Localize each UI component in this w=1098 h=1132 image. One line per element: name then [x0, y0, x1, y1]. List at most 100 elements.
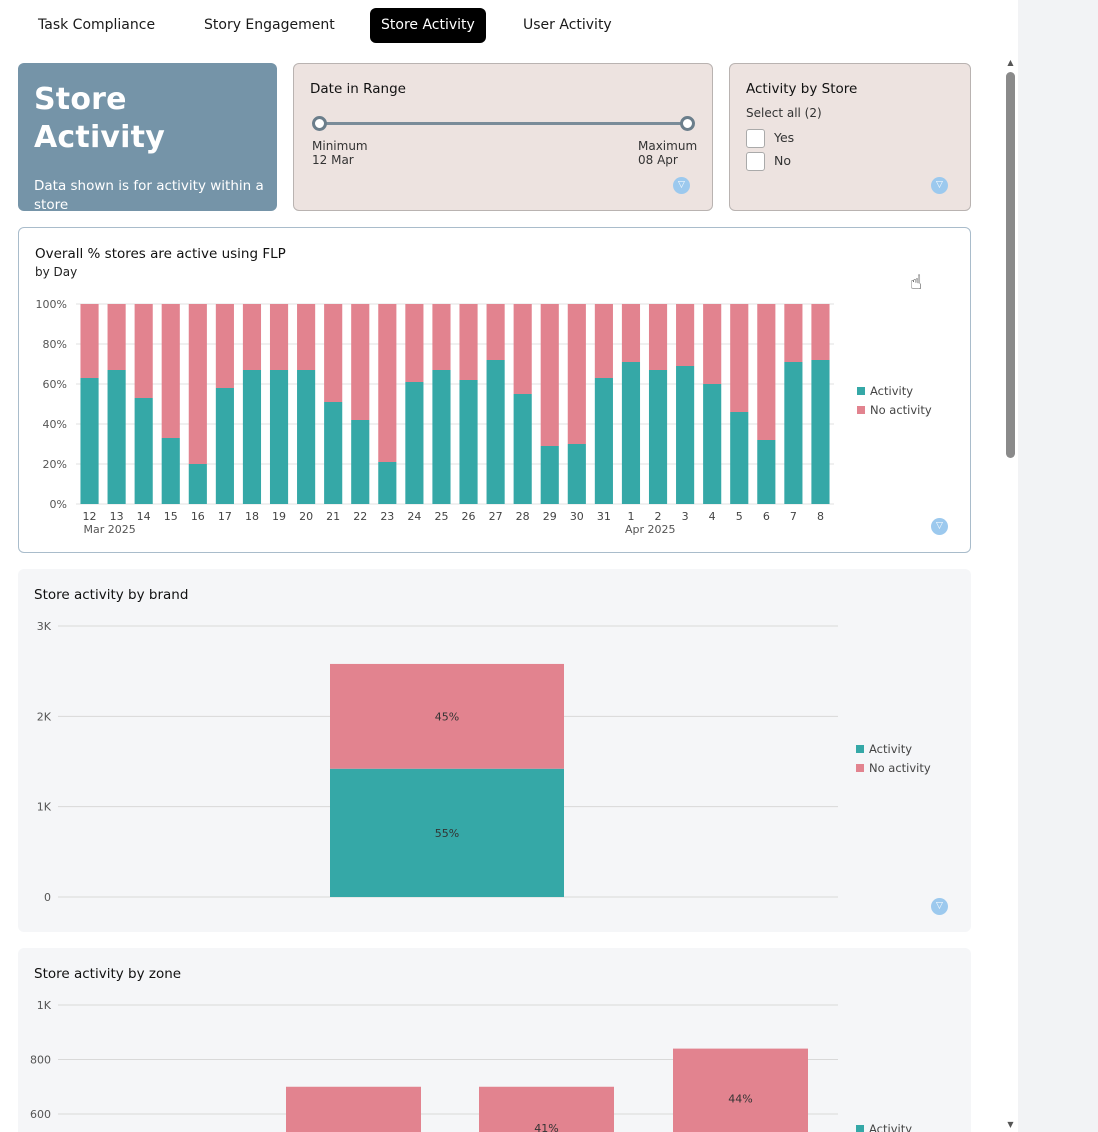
legend-activity-label: Activity [869, 1122, 913, 1132]
tab-store-activity[interactable]: Store Activity [370, 8, 486, 43]
bar-no-activity [594, 304, 613, 378]
brand-legend: Activity No activity [856, 740, 931, 778]
daily-chart: 0%20%40%60%80%100%12 13 14 15 16 17 18 19 20 21 22… [36, 298, 834, 536]
range-min-handle[interactable] [312, 116, 327, 131]
y-tick-label: 2K [37, 710, 52, 723]
bar-no-activity [242, 304, 262, 370]
checkbox-box[interactable] [746, 129, 765, 148]
bar-no-activity [134, 304, 153, 398]
bar-no-activity [730, 304, 749, 412]
bar-activity [784, 362, 803, 504]
hero-card: Store Activity Data shown is for activit… [18, 63, 277, 213]
y-tick-label: 20% [43, 458, 67, 471]
bar-no-activity [757, 304, 776, 440]
legend-activity-label: Activity [870, 384, 914, 398]
legend-no-activity[interactable]: No activity [857, 401, 932, 420]
checkbox-no-label: No [774, 153, 791, 168]
scroll-down-icon[interactable]: ▼ [1007, 1120, 1014, 1129]
bar-activity [486, 360, 505, 504]
y-tick-label: 60% [43, 378, 67, 391]
range-max-handle[interactable] [680, 116, 695, 131]
dashboard-page: Task Compliance Story Engagement Store A… [18, 8, 971, 1132]
bar-activity [188, 464, 207, 504]
filter-icon[interactable]: ▽ [931, 898, 948, 915]
x-tick-label: 1 [627, 510, 634, 523]
brand-activity-panel: Store activity by brand 0 1K 2K 3K 55% 45% Ac… [18, 569, 971, 932]
zone-legend: Activity [856, 1120, 912, 1132]
select-all-option[interactable]: Select all (2) [746, 106, 822, 120]
x-tick-label: 5 [736, 510, 743, 523]
x-tick-label: 21 [326, 510, 340, 523]
checkbox-yes-label: Yes [774, 130, 795, 145]
bar-activity [648, 370, 668, 504]
legend-swatch-activity [856, 744, 864, 753]
legend-no-activity-label: No activity [870, 403, 932, 417]
bar-no-activity [286, 1086, 421, 1132]
filter-icon[interactable]: ▽ [931, 518, 948, 535]
bar-no-activity [378, 304, 397, 462]
x-month-label: Apr 2025 [625, 523, 676, 536]
bar-no-activity [324, 304, 343, 402]
bar-no-activity [540, 304, 559, 446]
bar-no-activity [486, 304, 505, 360]
legend-activity[interactable]: Activity [857, 382, 932, 401]
date-range-track[interactable] [319, 122, 688, 125]
tab-user-activity[interactable]: User Activity [523, 17, 612, 33]
bar-no-activity [107, 304, 126, 370]
x-tick-label: 12 [83, 510, 97, 523]
x-tick-label: 19 [272, 510, 286, 523]
bar-no-activity [297, 304, 316, 370]
x-tick-label: 17 [218, 510, 232, 523]
x-tick-label: 18 [245, 510, 259, 523]
brand-chart: 0 1K 2K 3K 55% 45% [37, 620, 838, 904]
x-tick-label: 22 [353, 510, 367, 523]
bar-no-activity [330, 663, 564, 769]
x-tick-label: 30 [570, 510, 584, 523]
x-tick-label: 28 [516, 510, 530, 523]
bar-no-activity [351, 304, 370, 420]
zone-chart-title: Store activity by zone [34, 966, 182, 982]
filter-icon[interactable]: ▽ [673, 177, 690, 194]
data-label: 55% [435, 827, 459, 840]
bar-no-activity [811, 304, 830, 360]
y-tick-label: 600 [30, 1108, 51, 1121]
legend-no-activity-label: No activity [869, 761, 931, 775]
page-title: Store Activity [34, 82, 165, 155]
checkbox-box[interactable] [746, 152, 765, 171]
y-tick-label: 0% [50, 498, 67, 511]
bar-no-activity [673, 1048, 808, 1132]
daily-legend: Activity No activity [857, 382, 932, 420]
bar-activity [811, 360, 830, 504]
scroll-up-icon[interactable]: ▲ [1007, 58, 1014, 67]
legend-swatch-activity [856, 1124, 864, 1132]
legend-activity[interactable]: Activity [856, 740, 931, 759]
y-tick-label: 1K [37, 999, 52, 1012]
bar-no-activity [648, 304, 668, 370]
checkbox-yes[interactable]: Yes [746, 129, 794, 148]
x-tick-label: 13 [110, 510, 124, 523]
bar-activity [757, 440, 776, 504]
bar-activity [134, 398, 153, 504]
bar-no-activity [215, 304, 234, 388]
x-tick-label: 14 [137, 510, 151, 523]
bar-activity [80, 378, 99, 504]
tab-task-compliance[interactable]: Task Compliance [38, 17, 156, 33]
checkbox-no[interactable]: No [746, 152, 791, 171]
legend-activity-label: Activity [869, 742, 913, 756]
legend-swatch-activity [857, 386, 865, 395]
scrollbar-thumb[interactable] [1006, 72, 1015, 458]
bar-activity [432, 370, 451, 504]
tab-story-engagement[interactable]: Story Engagement [204, 17, 335, 33]
legend-no-activity[interactable]: No activity [856, 759, 931, 778]
legend-activity[interactable]: Activity [856, 1120, 912, 1132]
x-tick-label: 20 [299, 510, 313, 523]
page-description: Data shown is for activity within a stor… [34, 178, 264, 213]
bar-activity [161, 438, 180, 504]
bar-activity [330, 768, 564, 897]
x-tick-label: 6 [763, 510, 770, 523]
data-label: 41% [534, 1122, 558, 1132]
bar-no-activity [161, 304, 180, 438]
x-tick-label: 25 [434, 510, 448, 523]
filter-icon[interactable]: ▽ [931, 177, 948, 194]
bar-activity [676, 366, 695, 504]
